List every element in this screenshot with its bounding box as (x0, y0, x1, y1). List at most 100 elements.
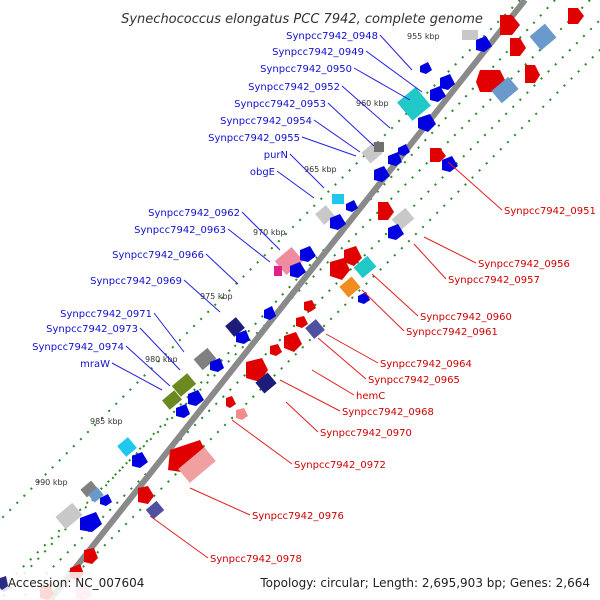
gene-box (171, 373, 197, 397)
gene-arrow (296, 316, 308, 328)
right-labels: Synpcc7942_0951 Synpcc7942_0956 Synpcc79… (210, 206, 596, 565)
label-connector (413, 243, 447, 280)
gene-arrow (132, 452, 148, 468)
label-connector (231, 419, 293, 465)
gene-arrow (270, 344, 282, 356)
footer-background (0, 572, 600, 600)
gene-label[interactable]: Synpcc7942_0953 (234, 99, 326, 110)
label-connector (361, 289, 405, 332)
gene-arrow (176, 404, 190, 418)
label-connector (371, 273, 419, 317)
map-title: Synechococcus elongatus PCC 7942, comple… (121, 12, 483, 27)
gene-label[interactable]: Synpcc7942_0970 (320, 428, 412, 439)
gene-arrow (300, 246, 316, 262)
tick-label: 955 kbp (407, 32, 440, 41)
gene-box (55, 502, 83, 530)
gene-box (255, 372, 277, 394)
label-connector (189, 487, 251, 516)
gene-label[interactable]: Synpcc7942_0966 (112, 250, 204, 261)
gene-label[interactable]: purN (264, 150, 288, 161)
gene-box (332, 194, 344, 204)
gene-arrow (440, 74, 455, 90)
gene-arrow (568, 8, 584, 24)
gene-label[interactable]: Synpcc7942_0965 (368, 375, 460, 386)
gene-box (193, 347, 217, 371)
gene-box (305, 319, 325, 339)
label-connector (447, 161, 503, 211)
gene-label[interactable]: Synpcc7942_0949 (272, 47, 364, 58)
left-label-connectors (111, 34, 423, 391)
gene-arrow (346, 200, 358, 212)
gene-arrow (330, 214, 346, 230)
label-connector (317, 337, 367, 380)
gene-arrow (374, 166, 390, 182)
gene-label[interactable]: Synpcc7942_0976 (252, 511, 344, 522)
label-connector (111, 362, 163, 391)
gene-arrow (510, 38, 526, 56)
gene-label[interactable]: Synpcc7942_0973 (46, 324, 138, 335)
gene-label[interactable]: Synpcc7942_0968 (342, 407, 434, 418)
gene-arrow (246, 358, 268, 382)
right-label-connectors (149, 161, 503, 559)
gene-label[interactable]: Synpcc7942_0955 (208, 133, 300, 144)
label-connector (289, 153, 325, 189)
gene-arrow (378, 202, 394, 220)
gene-arrow (476, 36, 492, 52)
gene-label[interactable]: obgE (250, 167, 275, 178)
label-connector (301, 136, 357, 157)
gene-arrow (430, 86, 446, 102)
gene-box (162, 390, 182, 410)
gene-arrow (525, 65, 540, 83)
gene-box (353, 255, 377, 279)
gene-arrow (100, 494, 112, 506)
gene-label[interactable]: Synpcc7942_0971 (60, 309, 152, 320)
gene-label[interactable]: Synpcc7942_0957 (448, 275, 540, 286)
gene-label[interactable]: Synpcc7942_0948 (286, 31, 378, 42)
gene-arrow (236, 330, 250, 344)
gene-label[interactable]: Synpcc7942_0950 (260, 64, 352, 75)
label-connector (205, 253, 239, 285)
gene-label[interactable]: Synpcc7942_0962 (148, 208, 240, 219)
label-connector (285, 401, 319, 433)
gene-label[interactable]: Synpcc7942_0964 (380, 359, 472, 370)
tick-label: 975 kbp (200, 292, 233, 301)
gene-arrow (388, 224, 404, 240)
gene-arrow (290, 262, 306, 278)
gene-label[interactable]: Synpcc7942_0954 (220, 116, 312, 127)
tick-label: 990 kbp (35, 478, 68, 487)
label-connector (325, 333, 379, 364)
gene-label[interactable]: Synpcc7942_0978 (210, 554, 302, 565)
gene-label[interactable]: Synpcc7942_0972 (294, 460, 386, 471)
gene-label[interactable]: Synpcc7942_0961 (406, 327, 498, 338)
gene-label[interactable]: Synpcc7942_0969 (90, 276, 182, 287)
label-connector (353, 67, 411, 101)
gene-label[interactable]: Synpcc7942_0956 (478, 259, 570, 270)
gene-box (88, 487, 104, 503)
label-connector (327, 102, 375, 147)
tick-label: 970 kbp (253, 228, 286, 237)
gene-label[interactable]: Synpcc7942_0963 (134, 225, 226, 236)
gene-box (491, 76, 519, 104)
gene-arrow (330, 258, 350, 280)
gene-arrow (264, 306, 276, 320)
label-connector (149, 515, 209, 559)
gene-label[interactable]: Synpcc7942_0974 (32, 342, 124, 353)
label-connector (276, 170, 315, 199)
gene-box (397, 87, 431, 121)
gene-label[interactable]: hemC (356, 391, 385, 402)
gene-label[interactable]: mraW (80, 359, 110, 370)
gene-arrow (188, 390, 204, 406)
gene-label[interactable]: Synpcc7942_0951 (504, 206, 596, 217)
tick-label: 980 kbp (145, 355, 178, 364)
gene-box (274, 266, 282, 276)
accession-marker-icon (0, 576, 8, 590)
gene-box (339, 276, 361, 298)
label-connector (423, 236, 477, 264)
gene-arrow (210, 358, 224, 372)
gene-label[interactable]: Synpcc7942_0960 (420, 312, 512, 323)
gene-label[interactable]: Synpcc7942_0952 (248, 82, 340, 93)
gene-arrow (80, 512, 102, 532)
label-connector (379, 34, 413, 71)
